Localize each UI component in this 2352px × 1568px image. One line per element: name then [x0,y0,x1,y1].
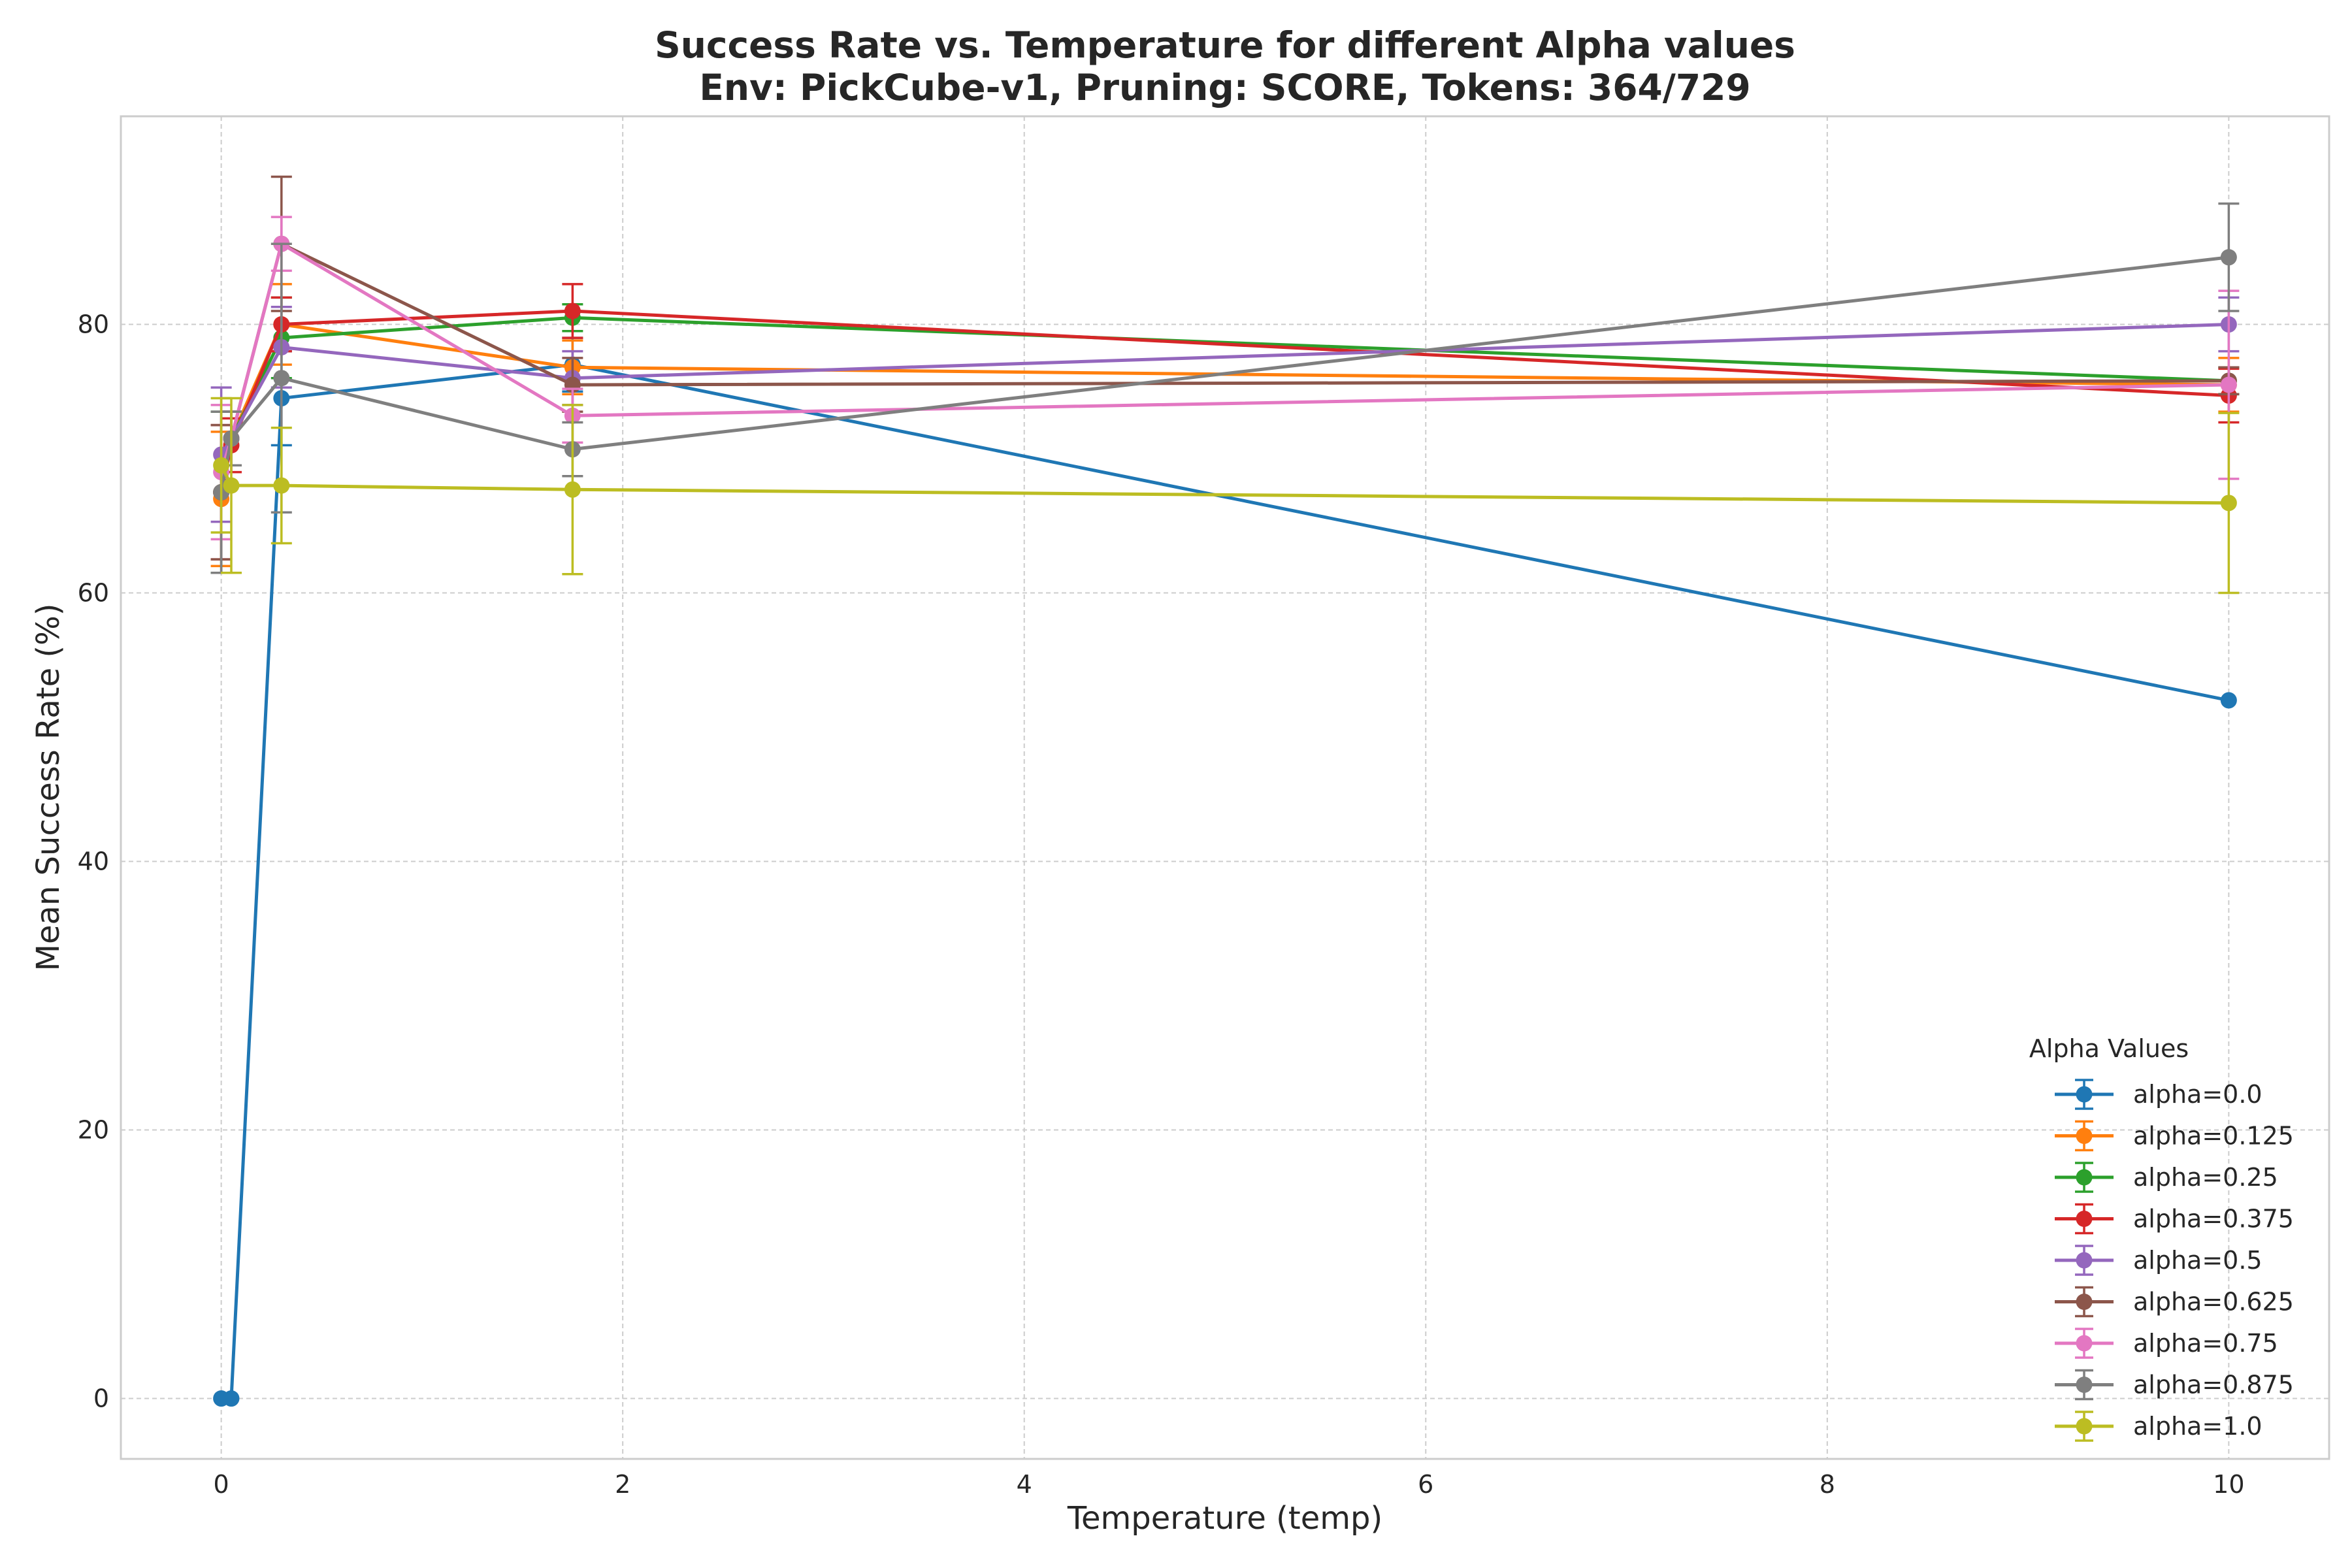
x-tick-label: 6 [1418,1470,1433,1499]
x-tick-label: 4 [1017,1470,1032,1499]
legend-item: alpha=0.0 [2055,1079,2262,1110]
data-point [213,457,230,474]
legend-label: alpha=0.5 [2133,1246,2262,1275]
legend-marker-swatch [2076,1252,2093,1269]
x-tick-label: 8 [1820,1470,1835,1499]
legend-label: alpha=0.125 [2133,1122,2294,1151]
x-tick-label: 10 [2213,1470,2244,1499]
legend-title: Alpha Values [2029,1034,2189,1063]
legend-label: alpha=0.375 [2133,1205,2294,1233]
legend-marker-swatch [2076,1211,2093,1227]
series-alpha=0.875 [210,202,2240,574]
legend-item: alpha=0.875 [2055,1369,2294,1401]
legend-marker-swatch [2076,1294,2093,1310]
legend-item: alpha=0.125 [2055,1120,2294,1152]
x-tick-label: 2 [615,1470,630,1499]
x-tick-label: 0 [214,1470,229,1499]
series-alpha=0.375 [210,283,2240,561]
legend-item: alpha=0.75 [2055,1328,2278,1359]
data-point [2220,376,2237,393]
data-point [2220,495,2237,512]
legend-marker-swatch [2076,1128,2093,1144]
legend-marker-swatch [2076,1335,2093,1352]
series-alpha=0.125 [210,283,2240,568]
legend-marker-swatch [2076,1086,2093,1103]
legend-item: alpha=0.5 [2055,1245,2262,1276]
tick-labels: 0 2 4 6 8 10 0 20 40 60 80 [78,310,2245,1499]
y-tick-label: 80 [78,310,109,339]
series-line [220,255,2229,493]
legend-marker-swatch [2076,1418,2093,1435]
legend-marker-swatch [2076,1377,2093,1393]
series-alpha=0.0 [213,336,2237,1407]
data-point [2220,249,2237,266]
legend-marker-swatch [2076,1169,2093,1186]
y-axis-label: Mean Success Rate (%) [30,604,67,972]
legend-label: alpha=0.875 [2133,1371,2294,1399]
data-point [564,481,581,498]
legend-item: alpha=0.25 [2055,1162,2278,1193]
series-lines [210,175,2240,1407]
series-line [220,323,2229,500]
series-alpha=1.0 [210,397,2240,595]
legend-item: alpha=0.375 [2055,1203,2294,1235]
legend-label: alpha=1.0 [2133,1412,2262,1441]
data-point [2220,692,2237,709]
legend-item: alpha=1.0 [2055,1411,2262,1442]
data-point [223,477,240,494]
chart-title: Success Rate vs. Temperature for differe… [655,24,1795,66]
series-line [221,363,2229,1401]
series-line [220,309,2229,493]
legend: Alpha Values alpha=0.0 alpha=0.125 alpha=0… [2029,1034,2294,1442]
legend-label: alpha=0.25 [2133,1163,2278,1192]
legend-label: alpha=0.75 [2133,1329,2278,1358]
data-point [223,1390,240,1407]
chart-subtitle: Env: PickCube-v1, Pruning: SCORE, Tokens… [699,67,1750,108]
axes-frame [120,115,2330,1460]
y-tick-label: 20 [78,1116,109,1145]
data-point [564,302,581,319]
data-point [273,477,290,494]
y-tick-label: 60 [78,579,109,608]
y-tick-label: 0 [93,1384,109,1413]
legend-item: alpha=0.625 [2055,1286,2294,1318]
series-alpha=0.75 [210,216,2240,541]
y-tick-label: 40 [78,847,109,876]
legend-label: alpha=0.0 [2133,1080,2262,1109]
data-point [273,370,290,387]
x-axis-label: Temperature (temp) [1067,1500,1382,1537]
legend-label: alpha=0.625 [2133,1288,2294,1316]
